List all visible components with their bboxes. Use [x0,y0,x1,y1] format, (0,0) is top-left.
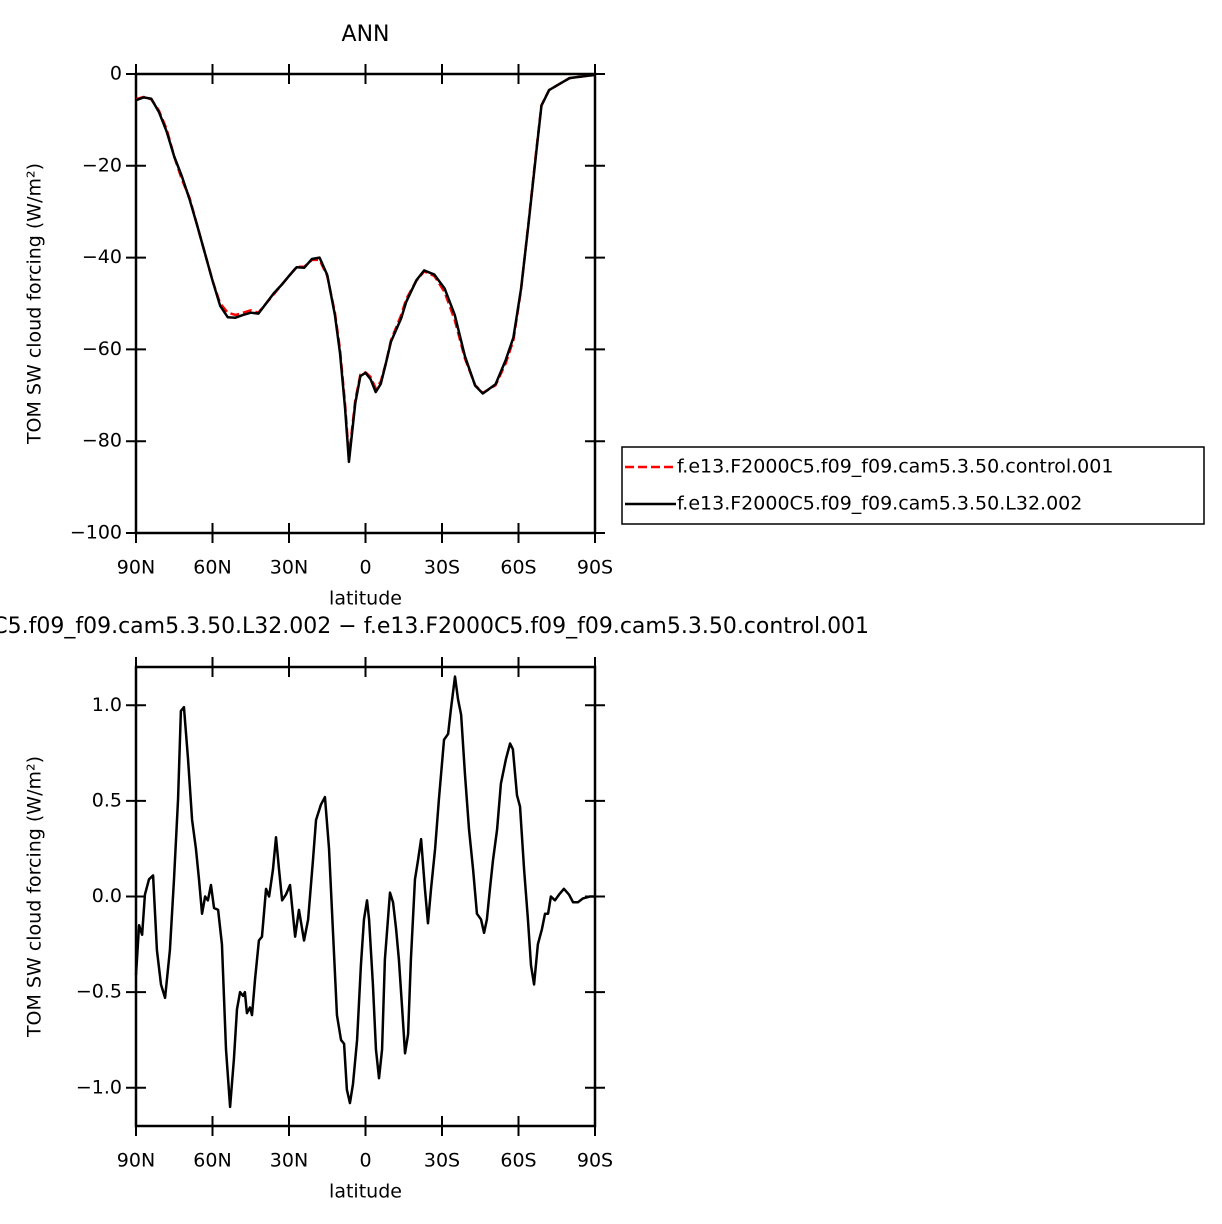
x-tick-label: 60N [193,557,231,579]
x-axis-label: latitude [329,1181,402,1203]
legend-box [621,446,1205,525]
data-line [135,73,596,459]
x-tick-label: 30N [270,1150,308,1172]
y-tick-label: −40 [82,246,122,268]
y-tick-label: 0.0 [92,885,122,907]
y-axis-label: TOM SW cloud forcing (W/m²) [24,756,46,1038]
chart-title: f.e13.F2000C5.f09_f09.cam5.3.50.L32.002 … [0,614,869,639]
x-tick-label: 60S [500,557,536,579]
x-tick-label: 0 [359,557,371,579]
y-tick-label: −20 [82,154,122,176]
x-tick-label: 90N [117,1150,155,1172]
y-tick-label: 0.5 [92,789,122,811]
data-line [134,675,595,1109]
chart-title: ANN [342,22,390,47]
x-tick-label: 30S [424,1150,460,1172]
data-line [135,73,596,464]
y-tick-label: −80 [82,430,122,452]
x-tick-label: 0 [359,1150,371,1172]
x-tick-label: 60S [500,1150,536,1172]
y-tick-label: −1.0 [76,1076,122,1098]
legend-label: f.e13.F2000C5.f09_f09.cam5.3.50.L32.002 [677,493,1082,515]
x-tick-label: 90N [117,557,155,579]
x-tick-label: 90S [577,557,613,579]
y-axis-label: TOM SW cloud forcing (W/m²) [24,163,46,445]
y-tick-label: 0 [110,63,122,85]
x-axis-label: latitude [329,588,402,610]
y-tick-label: −60 [82,338,122,360]
plot-frame [134,72,597,535]
legend-label: f.e13.F2000C5.f09_f09.cam5.3.50.control.… [677,456,1113,478]
y-tick-label: −100 [70,522,122,544]
x-tick-label: 60N [193,1150,231,1172]
y-tick-label: 1.0 [92,694,122,716]
x-tick-label: 30S [424,557,460,579]
y-tick-label: −0.5 [76,981,122,1003]
x-tick-label: 30N [270,557,308,579]
x-tick-label: 90S [577,1150,613,1172]
